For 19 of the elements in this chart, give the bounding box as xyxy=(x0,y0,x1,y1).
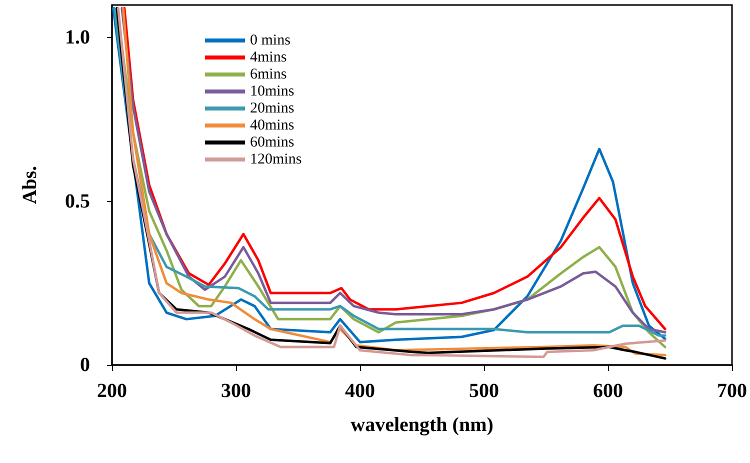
legend-label: 10mins xyxy=(250,84,294,100)
y-tick-label: 1.0 xyxy=(65,26,90,49)
legend-label: 40mins xyxy=(250,118,294,134)
x-tick-label: 500 xyxy=(469,380,499,402)
y-tick-label: 0 xyxy=(80,354,90,376)
x-tick-label: 400 xyxy=(345,380,375,402)
y-tick-label: 0.5 xyxy=(65,190,90,212)
y-axis-title: Abs. xyxy=(19,166,41,204)
x-tick-label: 200 xyxy=(97,380,127,402)
legend-label: 120mins xyxy=(250,152,302,168)
x-tick-label: 700 xyxy=(717,380,747,402)
x-axis-title: wavelength (nm) xyxy=(350,414,494,436)
x-tick-label: 600 xyxy=(593,380,623,402)
legend-label: 0 mins xyxy=(250,32,291,48)
x-tick-label: 300 xyxy=(221,380,251,402)
legend-label: 20mins xyxy=(250,100,294,116)
legend-label: 4mins xyxy=(250,50,287,66)
legend-label: 60mins xyxy=(250,134,294,150)
legend-label: 6mins xyxy=(250,66,287,82)
